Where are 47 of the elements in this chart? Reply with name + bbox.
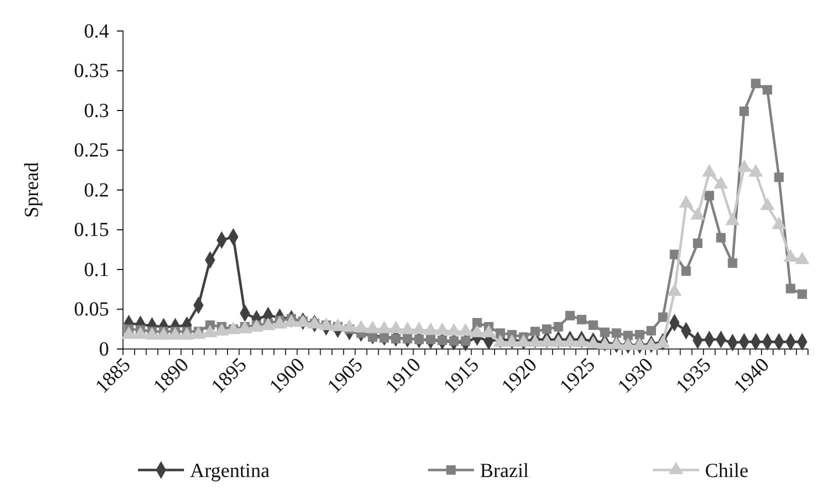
y-axis-title: Spread: [21, 162, 43, 218]
y-tick-label: 0.15: [74, 219, 109, 242]
y-tick-label: 0.05: [74, 298, 109, 321]
point: [774, 172, 784, 182]
point: [554, 322, 564, 332]
point: [542, 324, 552, 334]
point: [612, 328, 622, 338]
point: [402, 334, 412, 344]
point: [658, 312, 668, 322]
point: [646, 326, 656, 336]
point: [797, 289, 807, 299]
point: [414, 334, 424, 344]
point: [751, 78, 760, 88]
y-tick-label: 0.1: [84, 258, 109, 281]
legend-label: Argentina: [190, 460, 270, 482]
point: [426, 334, 436, 344]
y-tick-label: 0: [99, 338, 109, 360]
legend-label: Chile: [705, 460, 748, 482]
point: [379, 333, 389, 343]
point: [530, 326, 540, 336]
y-tick-label: 0.4: [84, 20, 109, 42]
point: [600, 328, 610, 338]
point: [472, 318, 482, 328]
point: [460, 336, 470, 346]
point: [623, 330, 633, 340]
legend-label: Brazil: [480, 460, 530, 482]
point: [496, 328, 506, 338]
y-tick-label: 0.2: [84, 179, 109, 202]
point: [728, 258, 738, 268]
point: [704, 190, 714, 200]
point: [576, 314, 586, 324]
point: [739, 106, 749, 116]
point: [716, 232, 726, 242]
y-tick-label: 0.3: [84, 100, 109, 122]
point: [588, 320, 598, 330]
y-tick-label: 0.35: [74, 60, 109, 82]
point: [565, 310, 575, 320]
point: [391, 334, 401, 344]
point: [692, 238, 702, 248]
point: [438, 336, 448, 345]
point: [634, 330, 644, 340]
point: [762, 85, 772, 95]
point: [449, 336, 459, 346]
y-tick-label: 0.25: [74, 140, 109, 162]
point: [670, 250, 680, 260]
point: [681, 266, 691, 276]
point: [786, 284, 796, 294]
